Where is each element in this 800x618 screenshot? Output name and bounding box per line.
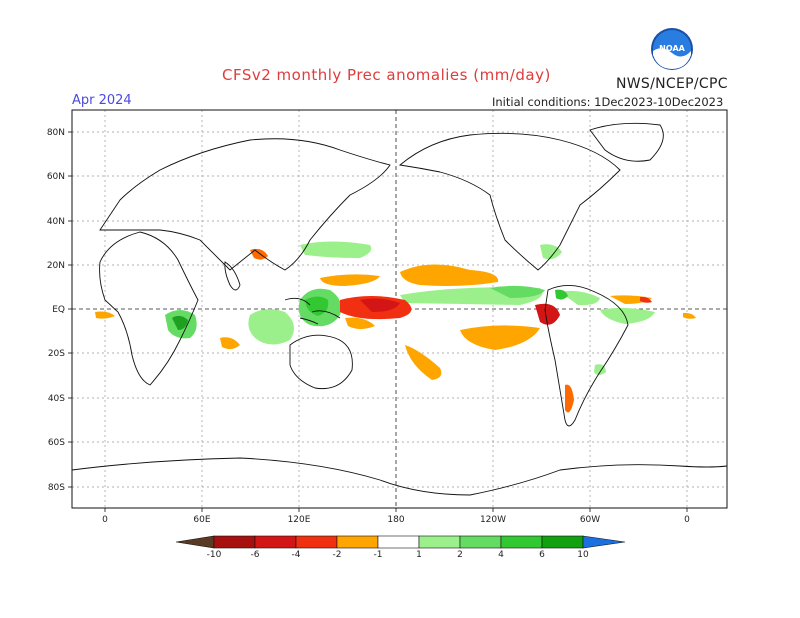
colorbar-swatch xyxy=(295,535,338,549)
lon-label: 60W xyxy=(580,515,600,525)
dry-anomaly xyxy=(640,296,652,303)
dry-anomaly xyxy=(405,345,442,380)
forecast-month: Apr 2024 xyxy=(72,93,132,108)
colorbar-label: 2 xyxy=(457,550,463,560)
map-title: CFSv2 monthly Prec anomalies (mm/day) xyxy=(222,66,551,84)
anomaly-patches xyxy=(95,241,696,413)
colorbar xyxy=(175,535,626,549)
logo-text: NOAA xyxy=(659,44,685,53)
agency-label: NWS/NCEP/CPC xyxy=(616,76,728,92)
lon-labels: 0 60E 120E 180 120W 60W 0 xyxy=(102,515,690,525)
lon-label: 120W xyxy=(480,515,506,525)
colorbar-labels: -10 -6 -4 -2 -1 1 2 4 6 10 xyxy=(207,550,589,560)
wet-anomaly xyxy=(300,241,372,258)
dry-anomaly xyxy=(320,274,380,286)
lat-label: 60S xyxy=(48,438,65,448)
lat-label: 40N xyxy=(47,217,65,227)
wet-anomaly xyxy=(490,285,545,298)
colorbar-label: -1 xyxy=(374,550,383,560)
colorbar-label: 4 xyxy=(498,550,504,560)
lon-label: 60E xyxy=(193,515,210,525)
colorbar-label: -2 xyxy=(333,550,342,560)
lat-labels: 80N 60N 40N 20N EQ 20S 40S 60S 80S xyxy=(47,128,65,493)
colorbar-swatch xyxy=(175,535,215,549)
dry-anomaly xyxy=(345,317,375,329)
colorbar-swatch xyxy=(213,535,256,549)
colorbar-swatch xyxy=(418,535,461,549)
lat-label: 40S xyxy=(48,394,65,404)
dry-anomaly xyxy=(565,384,574,413)
grid-lines xyxy=(72,110,727,508)
colorbar-label: 6 xyxy=(539,550,545,560)
lat-label: 80N xyxy=(47,128,65,138)
lat-label: 80S xyxy=(48,483,65,493)
dry-anomaly xyxy=(220,337,240,350)
colorbar-label: 10 xyxy=(577,550,589,560)
wet-anomaly xyxy=(248,309,294,345)
lat-label: 60N xyxy=(47,172,65,182)
lon-label: 0 xyxy=(102,515,108,525)
lon-label: 0 xyxy=(684,515,690,525)
dry-anomaly xyxy=(683,312,696,319)
wet-anomaly xyxy=(172,315,188,330)
colorbar-swatch xyxy=(500,535,543,549)
colorbar-swatch xyxy=(459,535,502,549)
dry-anomaly xyxy=(95,311,115,319)
colorbar-swatch xyxy=(336,535,379,549)
colorbar-swatch xyxy=(377,535,420,549)
colorbar-swatch xyxy=(254,535,297,549)
colorbar-label: -10 xyxy=(207,550,222,560)
colorbar-swatch xyxy=(541,535,584,549)
initial-conditions: Initial conditions: 1Dec2023-10Dec2023 xyxy=(492,95,724,109)
wet-anomaly xyxy=(555,289,568,300)
tick-marks xyxy=(68,131,688,512)
colorbar-swatch xyxy=(582,535,626,549)
dry-anomaly xyxy=(360,298,400,312)
lon-label: 180 xyxy=(387,515,404,525)
lon-label: 120E xyxy=(288,515,311,525)
wet-anomaly xyxy=(600,307,655,324)
coastlines xyxy=(71,122,728,496)
dry-anomaly xyxy=(535,303,560,325)
lat-label: EQ xyxy=(52,305,65,315)
dry-anomaly xyxy=(460,325,540,350)
colorbar-label: 1 xyxy=(416,550,422,560)
wet-anomaly xyxy=(560,290,600,306)
dry-anomaly xyxy=(400,264,499,286)
wet-anomaly xyxy=(540,244,562,260)
colorbar-label: -6 xyxy=(251,550,260,560)
lat-label: 20N xyxy=(47,261,65,271)
colorbar-label: -4 xyxy=(292,550,301,560)
noaa-logo-icon: NOAA xyxy=(651,28,693,70)
lat-label: 20S xyxy=(48,349,65,359)
